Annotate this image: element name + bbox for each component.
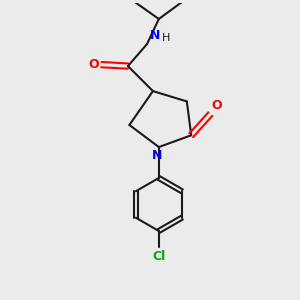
Text: O: O xyxy=(88,58,99,71)
Text: N: N xyxy=(152,148,163,161)
Text: Cl: Cl xyxy=(152,250,166,262)
Text: O: O xyxy=(212,99,223,112)
Text: N: N xyxy=(150,28,160,42)
Text: H: H xyxy=(162,33,171,43)
